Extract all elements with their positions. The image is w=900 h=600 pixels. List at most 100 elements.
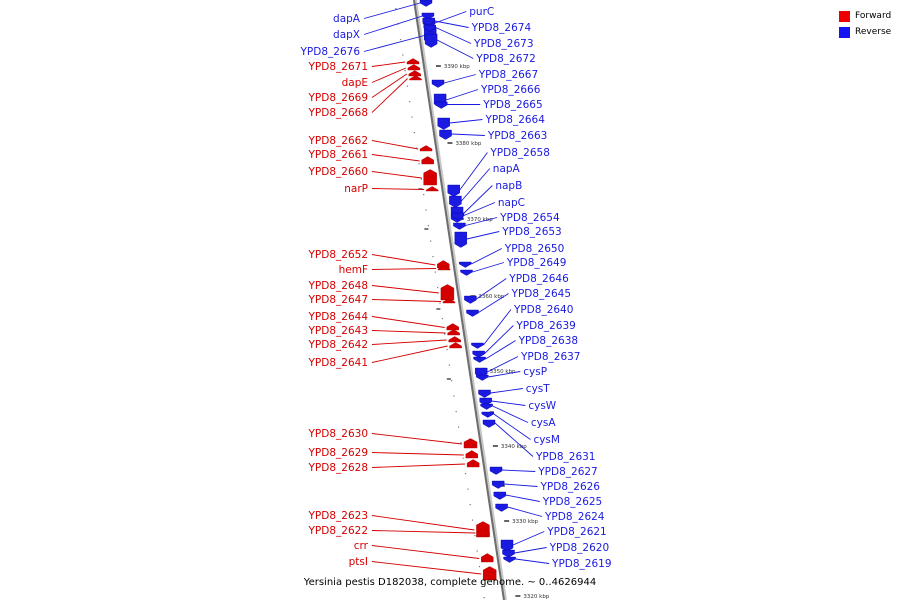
reverse-gene-feature: [503, 556, 516, 563]
forward-gene-feature: [463, 438, 478, 449]
forward-gene-feature: [483, 566, 497, 581]
legend-forward-label: Forward: [855, 11, 892, 21]
forward-gene-label: YPD8_2643: [308, 325, 368, 337]
leader-line: [371, 171, 422, 179]
reverse-gene-feature: [495, 503, 508, 512]
forward-gene-feature: [409, 75, 422, 81]
forward-gene-label: YPD8_2628: [308, 462, 368, 474]
reverse-gene-feature: [424, 33, 438, 48]
forward-gene-feature: [437, 265, 451, 271]
reverse-gene-label: YPD8_2640: [513, 304, 573, 316]
position-dots: [395, 8, 485, 599]
forward-gene-label: YPD8_2662: [308, 135, 368, 147]
leader-line: [363, 34, 427, 52]
reverse-gene-feature: [459, 261, 472, 268]
leader-line: [461, 168, 491, 202]
leader-line: [434, 11, 467, 24]
position-dot: [458, 426, 460, 428]
position-dot: [434, 271, 436, 273]
reverse-gene-label: YPD8_2658: [489, 147, 549, 159]
leader-line: [371, 530, 476, 534]
reverse-gene-label: purC: [469, 6, 494, 18]
leader-line: [505, 494, 540, 502]
leader-line: [484, 325, 514, 354]
reverse-gene-feature: [454, 231, 467, 248]
position-dot: [467, 488, 469, 490]
forward-gene-feature: [421, 156, 434, 165]
leader-line: [371, 268, 437, 270]
reverse-gene-feature: [422, 17, 435, 26]
leader-line: [463, 202, 496, 216]
position-dot: [446, 349, 448, 351]
leader-line: [371, 316, 445, 328]
scale-label: 3340 kbp: [501, 444, 527, 450]
reverse-gene-label: dapX: [333, 29, 360, 41]
leader-line: [435, 27, 472, 44]
position-dot: [395, 8, 397, 10]
reverse-gene-feature: [476, 374, 489, 381]
leader-line: [485, 340, 516, 360]
position-dot: [439, 302, 441, 304]
legend-reverse: Reverse: [839, 24, 891, 40]
reverse-gene-feature: [421, 12, 435, 20]
forward-gene-feature: [408, 70, 421, 77]
forward-gene-feature: [481, 553, 494, 563]
scale-label: 3360 kbp: [478, 294, 504, 300]
reverse-gene-feature: [473, 356, 486, 363]
forward-gene-feature: [440, 284, 455, 301]
leader-line: [492, 405, 529, 423]
forward-gene-feature: [477, 528, 490, 537]
reverse-gene-feature: [502, 549, 515, 558]
forward-gene-feature: [423, 169, 437, 186]
leader-line: [494, 422, 534, 457]
leader-line: [472, 262, 505, 273]
reverse-gene-label: YPD8_2673: [473, 38, 533, 50]
leader-line: [434, 20, 469, 28]
position-dot: [411, 116, 413, 118]
leader-line: [459, 152, 488, 191]
reverse-gene-feature: [471, 342, 484, 349]
position-dot: [409, 101, 411, 103]
genome-caption: Yersinia pestis D182038, complete genome…: [303, 577, 597, 588]
leader-line: [471, 248, 503, 265]
forward-gene-label: crr: [354, 540, 369, 552]
reverse-gene-feature: [466, 309, 479, 317]
leader-line: [449, 119, 483, 124]
forward-gene-feature: [426, 186, 439, 192]
forward-gene-feature: [419, 145, 433, 152]
position-dot: [441, 318, 443, 320]
reverse-gene-feature: [435, 101, 448, 109]
leader-line: [371, 561, 482, 575]
legend-reverse-label: Reverse: [855, 27, 892, 37]
reverse-gene-feature: [479, 397, 492, 406]
position-dot: [416, 147, 418, 149]
leader-line: [371, 463, 466, 468]
reverse-gene-label: cysP: [523, 366, 547, 378]
leader-line: [371, 254, 436, 266]
leader-line: [371, 545, 480, 559]
position-dot: [413, 132, 415, 134]
reverse-gene-label: YPD8_2650: [504, 243, 564, 255]
forward-gene-label: YPD8_2642: [308, 339, 368, 351]
forward-gene-label: ptsI: [349, 556, 368, 568]
scale-label: 3330 kbp: [512, 519, 538, 525]
reverse-gene-label: YPD8_2649: [506, 257, 566, 269]
reverse-gene-feature: [472, 350, 485, 358]
position-dot: [404, 70, 406, 72]
position-dot: [474, 535, 476, 537]
forward-gene-label: YPD8_2641: [308, 357, 368, 369]
reverse-gene-label: YPD8_2646: [508, 273, 569, 285]
leader-line: [466, 231, 500, 240]
reverse-gene-label: YPD8_2619: [551, 558, 611, 570]
forward-gene-feature: [446, 323, 459, 331]
position-dot: [420, 178, 422, 180]
reverse-gene-label: YPD8_2674: [471, 22, 532, 34]
forward-gene-label: dapE: [342, 77, 368, 89]
scale-label: 3380 kbp: [455, 141, 481, 147]
leader-line: [465, 217, 498, 226]
reverse-gene-feature: [481, 411, 494, 418]
reverse-gene-label: YPD8_2625: [542, 496, 602, 508]
reverse-gene-label: YPD8_2664: [484, 114, 545, 126]
backbone-line: [413, 0, 505, 600]
leader-line: [371, 433, 463, 445]
